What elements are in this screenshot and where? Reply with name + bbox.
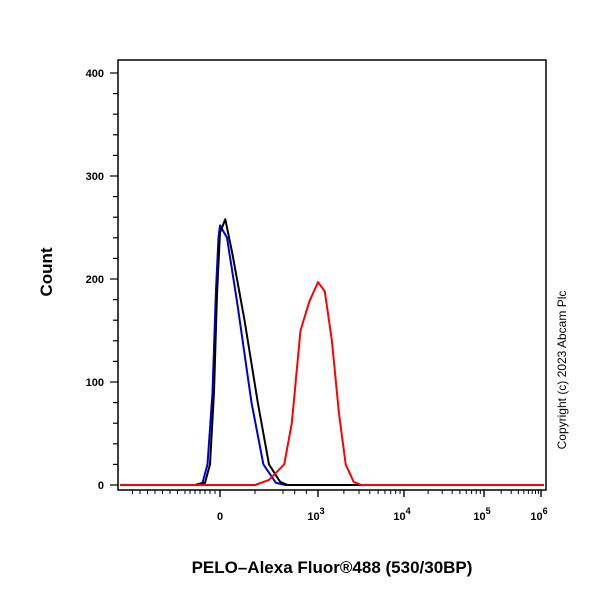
series-line-3	[120, 281, 544, 486]
y-tick-label: 100	[86, 377, 104, 389]
x-tick-label: 105	[473, 506, 490, 523]
y-tick-label: 0	[98, 480, 104, 492]
x-tick-label: 0	[217, 511, 223, 523]
y-tick-label: 300	[86, 171, 104, 183]
x-tick-label: 104	[393, 506, 410, 523]
y-axis-title: Count	[37, 247, 56, 296]
series-line-2	[120, 218, 544, 486]
series-line-1	[120, 224, 544, 486]
y-axis: 0 100 200 300 400	[86, 68, 118, 492]
series-layer	[120, 218, 544, 486]
x-tick-label: 106	[530, 506, 547, 523]
x-axis: 0 103 104 105 106	[132, 490, 548, 523]
copyright-watermark: Copyright (c) 2023 Abcam Plc	[555, 291, 569, 450]
x-axis-title: PELO–Alexa Fluor®488 (530/30BP)	[192, 558, 473, 577]
y-tick-label: 200	[86, 274, 104, 286]
x-tick-label: 103	[307, 506, 324, 523]
plot-frame	[117, 59, 547, 491]
y-tick-label: 400	[86, 68, 104, 80]
